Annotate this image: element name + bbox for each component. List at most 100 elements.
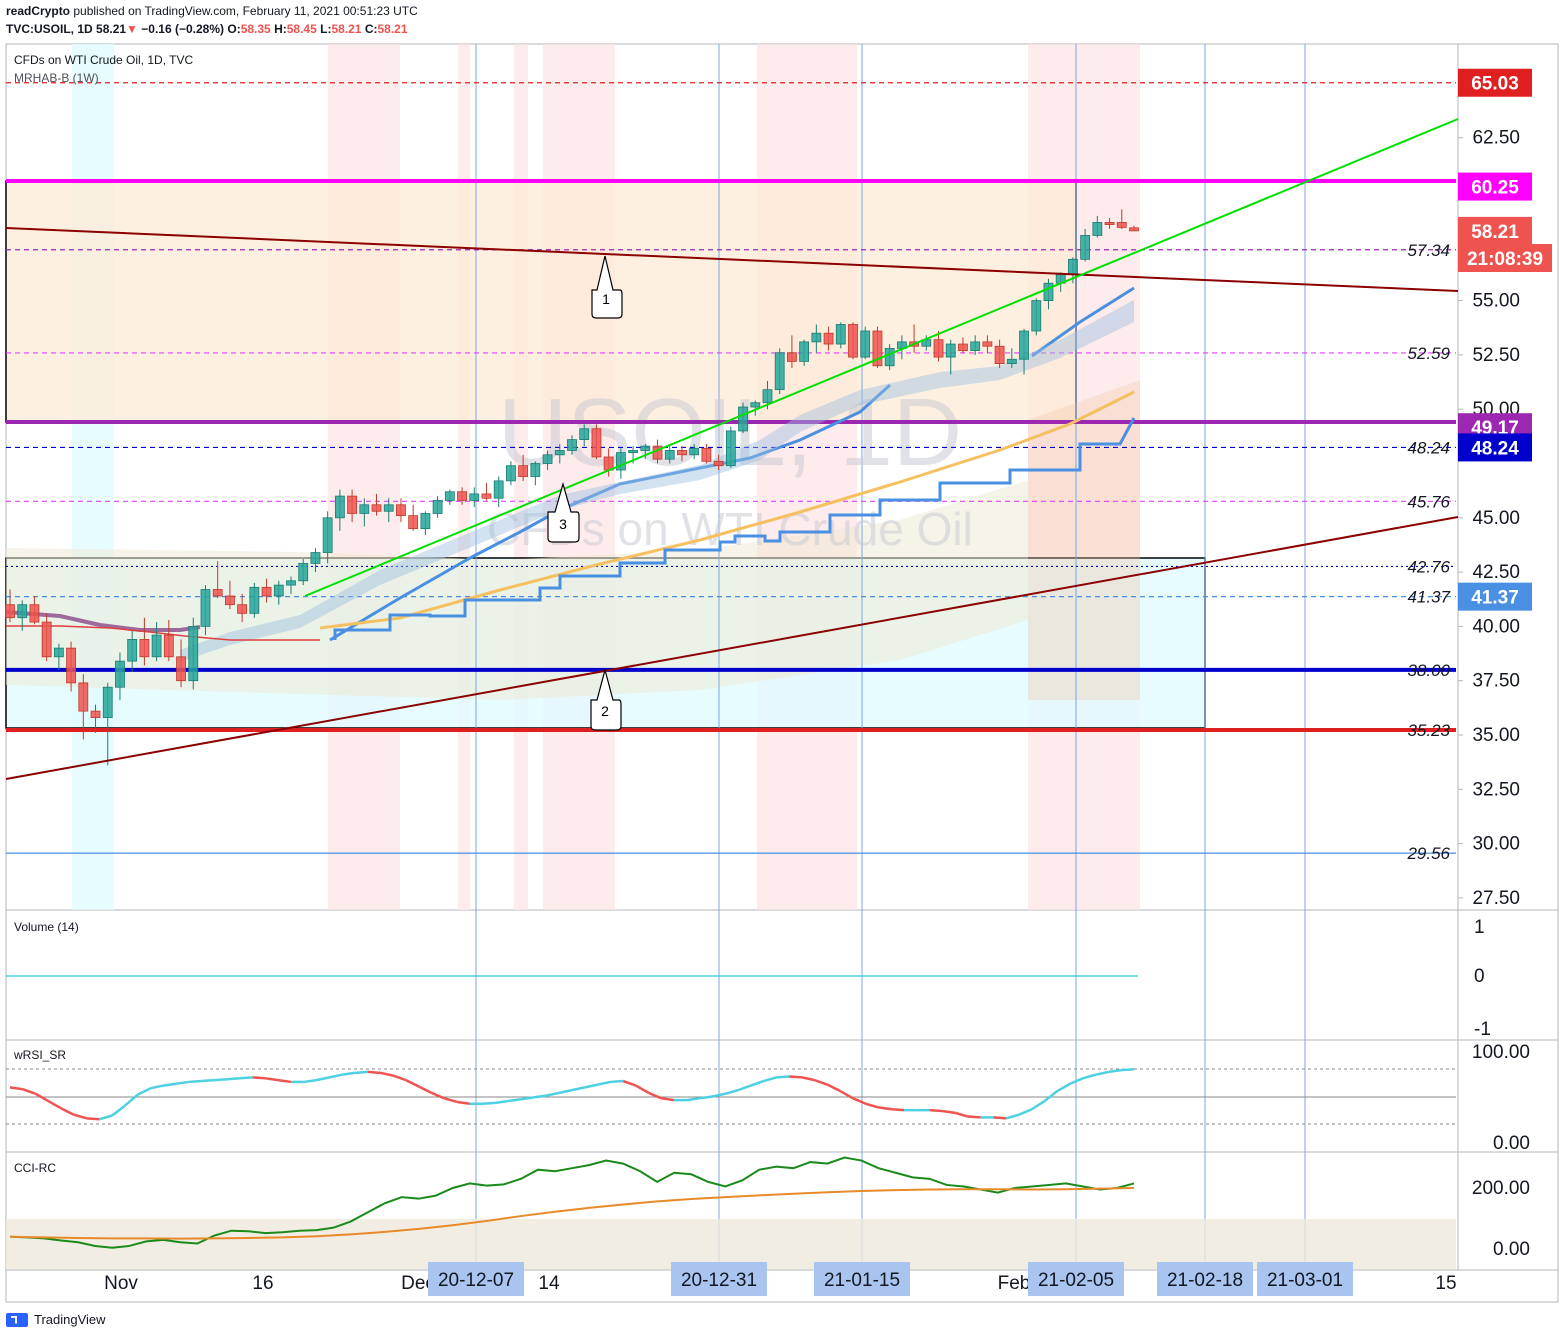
rsi-segment — [456, 1100, 470, 1106]
candle — [115, 652, 125, 701]
time-highlight: 20-12-07 — [428, 1262, 524, 1296]
candle-body — [567, 439, 577, 451]
rsi-segment — [482, 1101, 496, 1106]
candle — [640, 443, 651, 460]
price-badge[interactable]: 65.03 — [1458, 68, 1532, 97]
candle-body — [591, 428, 602, 458]
candle-body — [848, 324, 858, 358]
tradingview-logo-icon — [6, 1312, 28, 1327]
price-tick-label: 42.50 — [1472, 562, 1520, 583]
time-highlight: 21-03-01 — [1257, 1262, 1353, 1296]
candle — [188, 617, 199, 690]
callout-2-label: 2 — [601, 703, 609, 719]
rsi-segment — [418, 1085, 433, 1094]
candle-body — [188, 626, 199, 682]
candle — [420, 511, 431, 536]
time-highlight-label: 21-02-05 — [1038, 1270, 1114, 1291]
time-highlight-bg — [1257, 1262, 1353, 1296]
price-badge[interactable]: 41.37 — [1458, 582, 1532, 611]
rsi-segment — [686, 1097, 700, 1102]
candle — [151, 622, 162, 662]
ohlc-line: TVC:USOIL, 1D 58.21▼ −0.16 (−0.28%) O:58… — [6, 22, 408, 36]
rsi-segment — [507, 1097, 522, 1103]
candle — [530, 461, 541, 486]
price-tick-label: 27.50 — [1472, 888, 1520, 909]
candle — [1043, 278, 1054, 310]
rsi-segment — [954, 1111, 969, 1118]
candle-body — [225, 595, 235, 606]
rsi-segment — [303, 1078, 317, 1084]
rsi-segment — [789, 1075, 802, 1079]
candle-body — [444, 491, 455, 501]
rsi-segment — [124, 1093, 139, 1107]
rsi-segment — [814, 1078, 828, 1086]
price-tick-label: 32.50 — [1472, 779, 1520, 800]
candle — [970, 335, 981, 355]
cloud-right — [1028, 380, 1140, 700]
level-label: 35.23 — [1407, 721, 1450, 740]
rsi-segment — [341, 1071, 356, 1076]
price-badge-bg — [1458, 216, 1532, 245]
candle-body — [542, 454, 553, 464]
time-highlight: 20-12-31 — [671, 1262, 767, 1296]
callout-1: 1 — [591, 255, 623, 319]
rsi-segment — [1005, 1113, 1020, 1120]
rsi-segment — [967, 1115, 981, 1119]
callout-1-label: 1 — [602, 291, 610, 307]
callout-2: 2 — [590, 667, 622, 731]
candle — [933, 331, 944, 362]
candle — [396, 498, 406, 523]
candle — [383, 498, 394, 523]
time-tick-label: Dec — [401, 1273, 435, 1294]
candle-body — [78, 682, 89, 712]
rsi-segment — [34, 1092, 49, 1103]
volume-legend: Volume (14) — [14, 920, 79, 934]
candle-body — [677, 450, 687, 456]
candle-body — [420, 513, 431, 530]
price-badge[interactable]: 48.24 — [1458, 433, 1532, 462]
candle-body — [872, 330, 883, 367]
candle-body — [261, 586, 272, 597]
rsi-segment — [750, 1079, 765, 1087]
candle — [713, 454, 724, 471]
candle — [102, 682, 113, 766]
candle — [493, 476, 504, 507]
rsi-segment — [1018, 1108, 1033, 1116]
time-highlight-label: 21-02-18 — [1167, 1270, 1243, 1291]
callout-1-shape — [591, 255, 623, 319]
candle — [469, 487, 480, 507]
price-badge-bg — [1458, 582, 1532, 611]
time-highlight-label: 20-12-31 — [681, 1270, 757, 1291]
band-cyan — [72, 44, 114, 910]
rsi-segment — [648, 1091, 662, 1100]
rsi-segment — [163, 1082, 177, 1087]
candle — [811, 324, 822, 353]
candle — [615, 448, 626, 479]
time-tick-label: 15 — [1435, 1273, 1456, 1294]
price-tick-label: 30.00 — [1472, 834, 1520, 855]
candle — [884, 344, 895, 371]
candle — [848, 322, 858, 360]
rsi-segment — [22, 1088, 36, 1095]
rsi-segment — [1069, 1077, 1084, 1085]
price-badge[interactable]: 60.25 — [1458, 172, 1532, 201]
candle — [212, 561, 223, 599]
cci-legend: CCI-RC — [14, 1161, 56, 1175]
rsi-segment — [443, 1097, 458, 1104]
main-legend-title: CFDs on WTI Crude Oil, 1D, TVC — [14, 53, 193, 67]
candle — [53, 643, 64, 670]
candle-body — [493, 480, 504, 499]
rsi-segment — [622, 1079, 637, 1087]
price-badge[interactable]: 58.21 — [1458, 216, 1532, 245]
candle-body — [982, 341, 993, 347]
level-label: 41.37 — [1407, 588, 1450, 607]
candle — [5, 589, 15, 623]
candle-body — [774, 352, 785, 391]
candle-body — [554, 450, 565, 456]
candle-body — [1019, 330, 1029, 360]
candle — [823, 326, 834, 351]
price-badge[interactable]: 21:08:39 — [1458, 244, 1552, 272]
tradingview-logo[interactable]: TradingView — [6, 1312, 106, 1327]
